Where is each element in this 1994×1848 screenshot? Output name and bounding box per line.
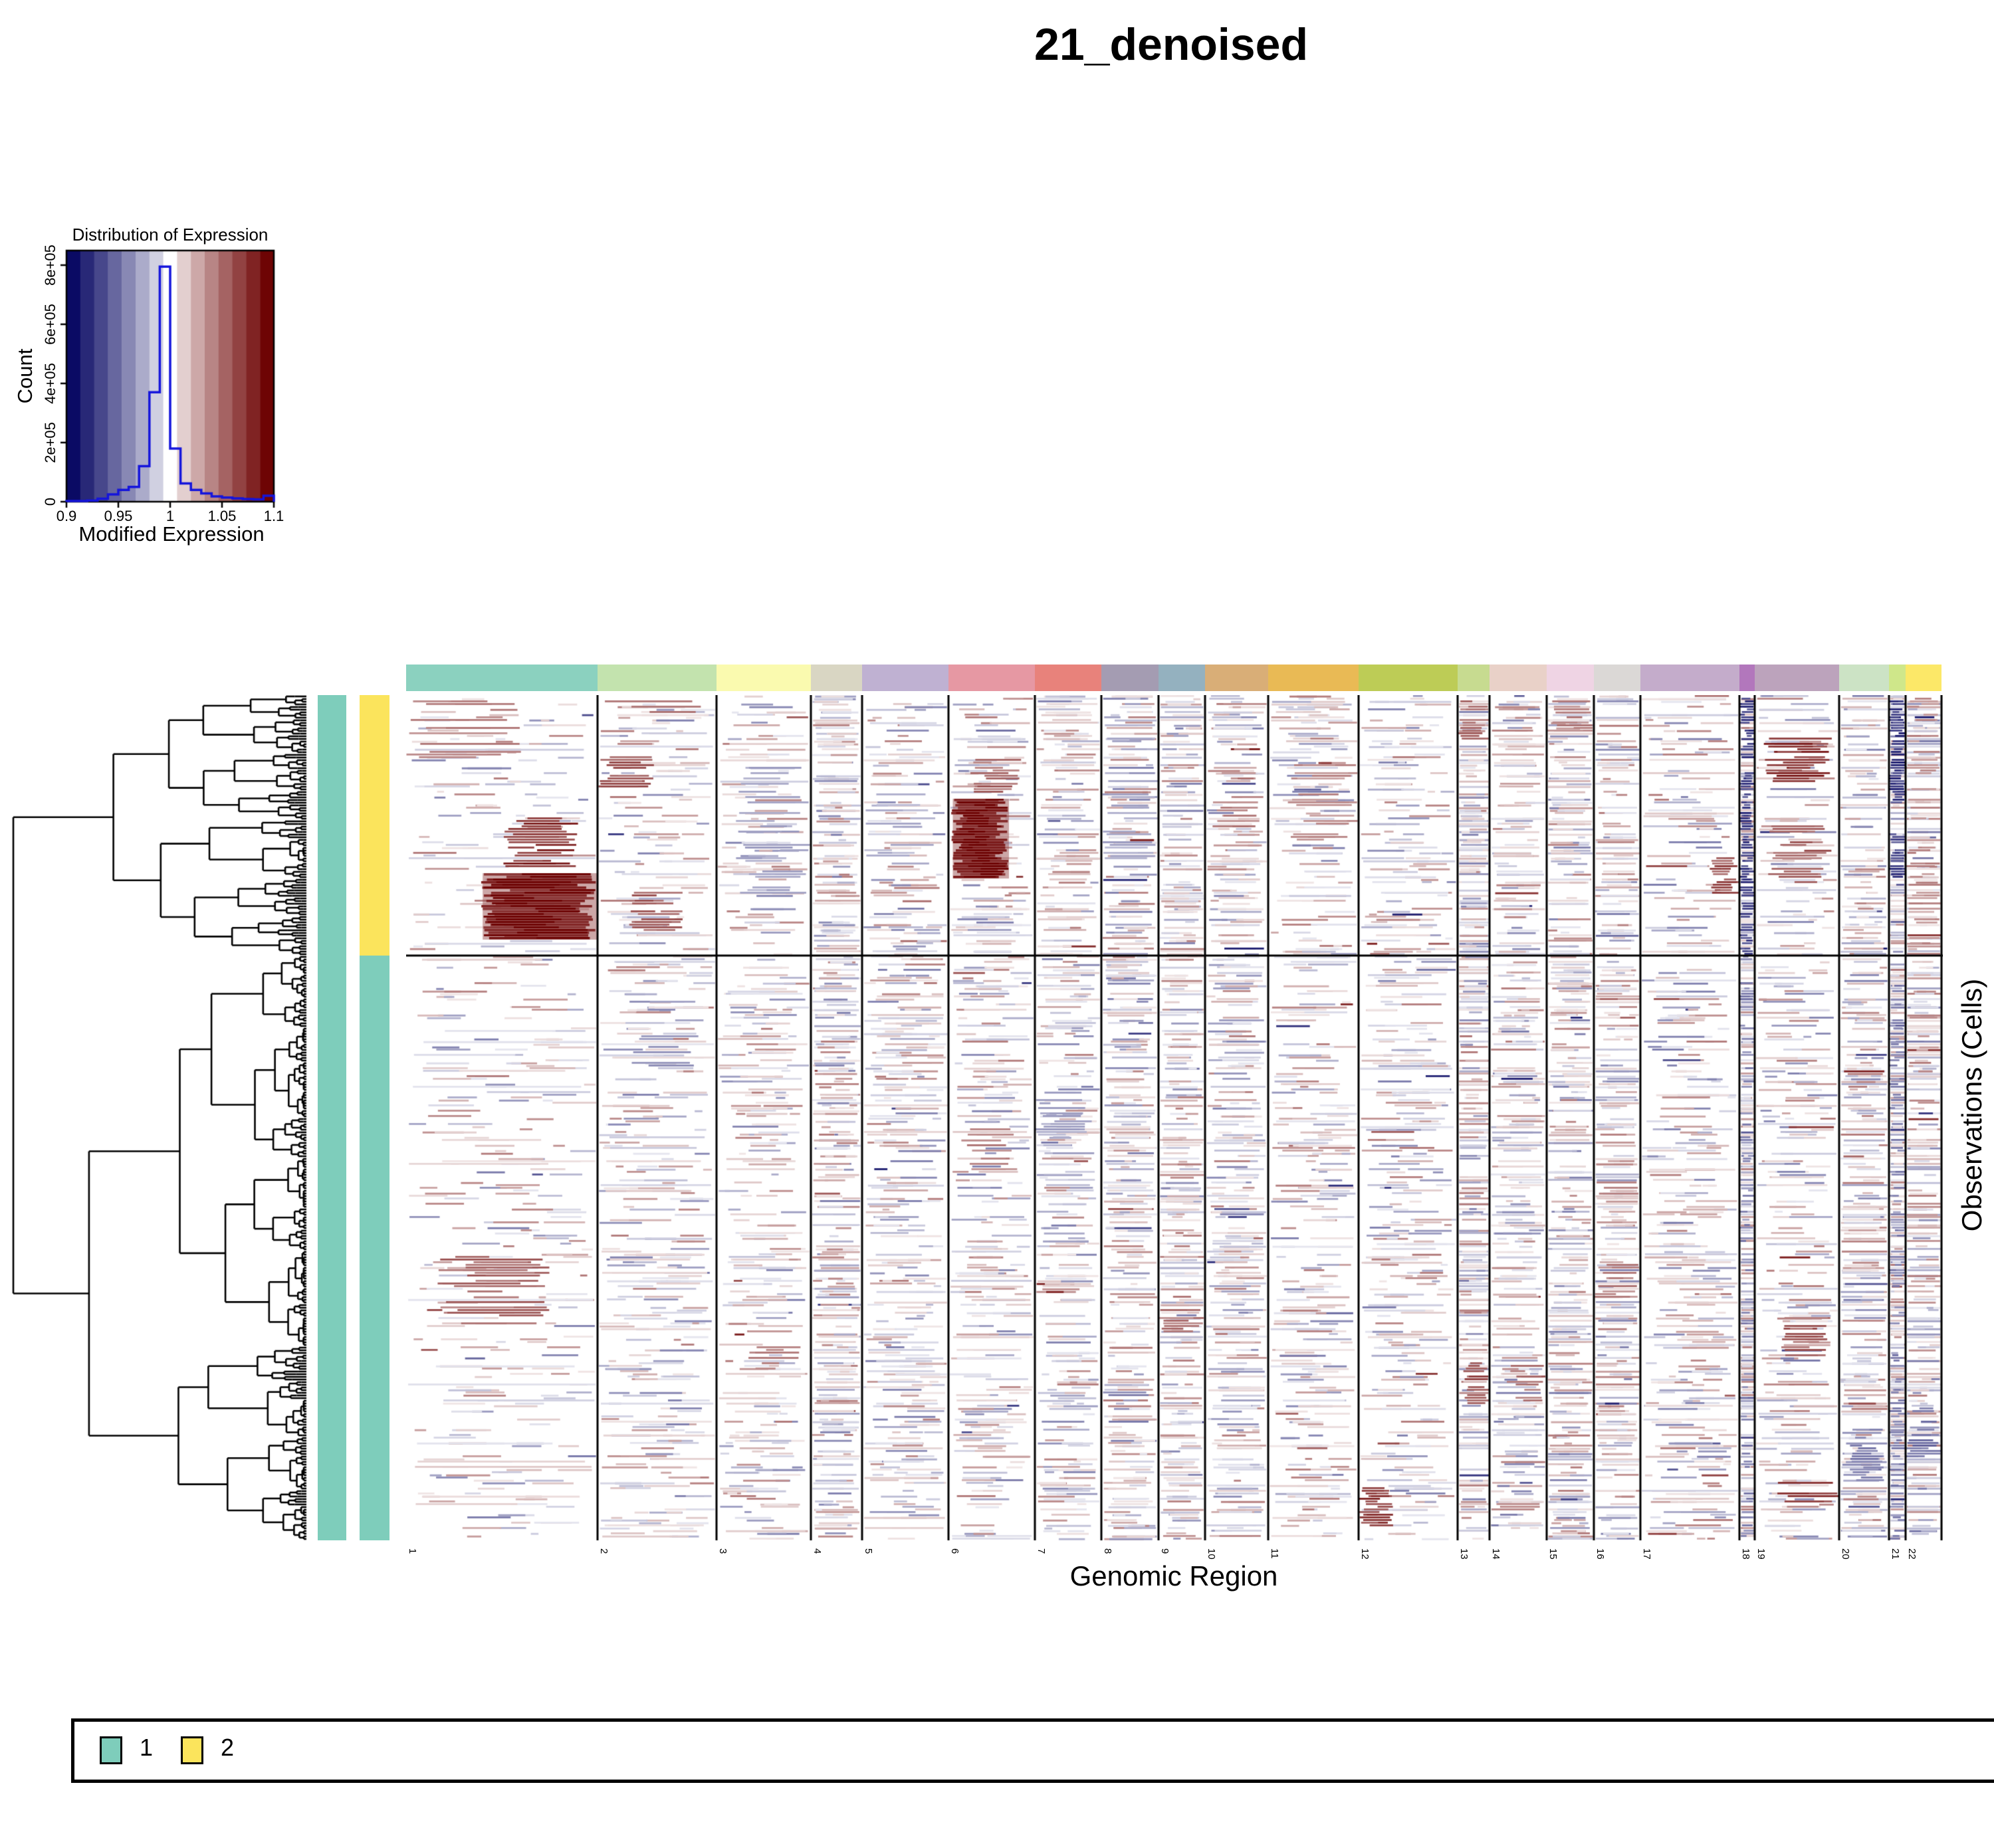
chromosome-label-17: 17 bbox=[1641, 1548, 1652, 1560]
chromosome-color-2 bbox=[598, 665, 717, 691]
chromosome-color-7 bbox=[1035, 665, 1101, 691]
chromosome-label-4: 4 bbox=[812, 1548, 823, 1554]
chromosome-label-10: 10 bbox=[1206, 1548, 1217, 1560]
chromosome-color-18 bbox=[1739, 665, 1755, 691]
chromosome-label-20: 20 bbox=[1840, 1548, 1851, 1560]
legend-plot-ylabel: Count bbox=[13, 348, 37, 404]
chromosome-label-2: 2 bbox=[598, 1548, 609, 1554]
chromosome-color-1 bbox=[406, 665, 598, 691]
legend-x-tick: 1.1 bbox=[263, 508, 284, 524]
chromosome-label-16: 16 bbox=[1595, 1548, 1606, 1560]
legend-y-tick: 0 bbox=[42, 497, 58, 506]
group-2-swatch bbox=[181, 1736, 203, 1764]
chromosome-color-21 bbox=[1889, 665, 1906, 691]
legend-x-tick: 0.9 bbox=[56, 508, 77, 524]
chromosome-color-13 bbox=[1458, 665, 1490, 691]
dendrogram bbox=[7, 695, 309, 1542]
chromosome-label-9: 9 bbox=[1159, 1548, 1170, 1554]
chromosome-color-6 bbox=[948, 665, 1035, 691]
legend-plot-xlabel: Modified Expression bbox=[78, 522, 265, 546]
legend-y-tick: 8e+05 bbox=[42, 245, 58, 286]
chromosome-label-13: 13 bbox=[1458, 1548, 1470, 1560]
x-axis-label: Genomic Region bbox=[1069, 1560, 1278, 1591]
chromosome-color-11 bbox=[1268, 665, 1359, 691]
page-title: 21_denoised bbox=[1034, 19, 1308, 70]
chromosome-color-3 bbox=[717, 665, 811, 691]
chromosome-color-14 bbox=[1490, 665, 1547, 691]
y-axis-label: Observations (Cells) bbox=[1956, 978, 1987, 1232]
cnv-heatmap bbox=[406, 695, 1943, 1542]
cluster-annotation-bar-1 bbox=[360, 956, 389, 1540]
expression-histogram bbox=[35, 233, 314, 518]
sample-group-annotation-bar bbox=[318, 695, 346, 1540]
legend-x-tick: 1 bbox=[166, 508, 175, 524]
chromosome-label-12: 12 bbox=[1359, 1548, 1371, 1560]
chromosome-color-12 bbox=[1359, 665, 1458, 691]
chromosome-color-17 bbox=[1640, 665, 1739, 691]
legend-y-tick: 2e+05 bbox=[42, 422, 58, 463]
chromosome-color-15 bbox=[1547, 665, 1594, 691]
cluster-annotation-bar-2 bbox=[360, 695, 389, 956]
chromosome-color-20 bbox=[1839, 665, 1889, 691]
chromosome-label-6: 6 bbox=[949, 1548, 960, 1554]
legend-x-tick: 0.95 bbox=[104, 508, 133, 524]
group-1-label: 1 bbox=[140, 1734, 154, 1761]
legend-y-tick: 6e+05 bbox=[42, 304, 58, 345]
chromosome-color-16 bbox=[1594, 665, 1640, 691]
chromosome-color-9 bbox=[1159, 665, 1205, 691]
chromosome-label-5: 5 bbox=[863, 1548, 874, 1554]
chromosome-label-22: 22 bbox=[1906, 1548, 1918, 1560]
group-2-label: 2 bbox=[221, 1734, 235, 1761]
chromosome-label-19: 19 bbox=[1755, 1548, 1767, 1560]
chromosome-label-18: 18 bbox=[1740, 1548, 1751, 1560]
chromosome-label-1: 1 bbox=[407, 1548, 418, 1554]
chromosome-color-8 bbox=[1101, 665, 1159, 691]
chromosome-label-11: 11 bbox=[1269, 1548, 1280, 1559]
legend-x-tick: 1.05 bbox=[207, 508, 237, 524]
chromosome-label-14: 14 bbox=[1490, 1548, 1501, 1560]
group-legend: 1 2 bbox=[71, 1718, 1994, 1783]
chromosome-label-21: 21 bbox=[1890, 1548, 1901, 1560]
group-1-swatch bbox=[100, 1736, 122, 1764]
chromosome-label-3: 3 bbox=[717, 1548, 728, 1554]
chromosome-label-7: 7 bbox=[1036, 1548, 1047, 1554]
chromosome-color-bar bbox=[406, 665, 1941, 691]
chromosome-label-15: 15 bbox=[1547, 1548, 1559, 1560]
chromosome-label-8: 8 bbox=[1102, 1548, 1113, 1554]
chromosome-color-22 bbox=[1906, 665, 1941, 691]
chromosome-color-10 bbox=[1205, 665, 1268, 691]
chromosome-color-19 bbox=[1755, 665, 1839, 691]
legend-y-tick: 4e+05 bbox=[42, 363, 58, 404]
chromosome-color-5 bbox=[862, 665, 948, 691]
chromosome-color-4 bbox=[811, 665, 862, 691]
